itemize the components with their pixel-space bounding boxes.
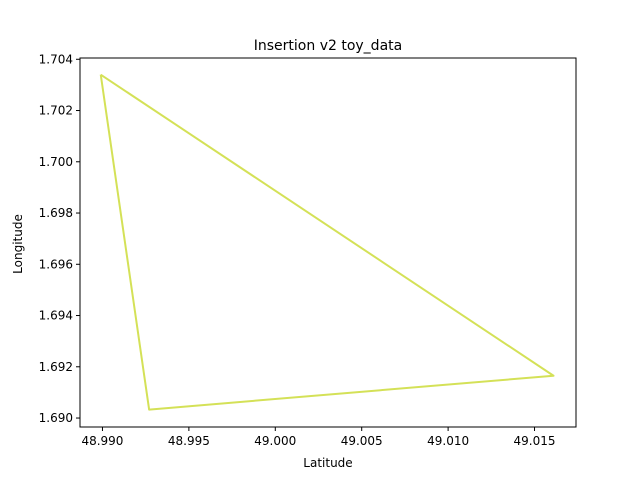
y-tick-label: 1.696 (39, 257, 73, 271)
x-tick-label: 49.010 (427, 434, 469, 448)
x-axis-label: Latitude (303, 456, 352, 470)
y-tick-label: 1.698 (39, 206, 73, 220)
y-tick-label: 1.690 (39, 411, 73, 425)
x-tick-label: 49.000 (254, 434, 296, 448)
y-tick-label: 1.700 (39, 155, 73, 169)
x-tick-label: 49.015 (514, 434, 556, 448)
y-tick-label: 1.694 (39, 309, 73, 323)
x-tick-label: 48.995 (168, 434, 210, 448)
y-tick-label: 1.704 (39, 52, 73, 66)
y-tick-label: 1.692 (39, 360, 73, 374)
chart-title: Insertion v2 toy_data (254, 38, 402, 54)
axes-frame (79, 57, 577, 428)
plot-area: 48.990 48.995 49.000 49.005 49.010 49.015 1.69… (39, 52, 577, 448)
series-line-0 (99, 73, 555, 411)
y-axis-label: Longitude (11, 214, 25, 274)
x-tick-label: 48.990 (81, 434, 123, 448)
x-tick-label: 49.005 (341, 434, 383, 448)
y-tick-label: 1.702 (39, 104, 73, 118)
